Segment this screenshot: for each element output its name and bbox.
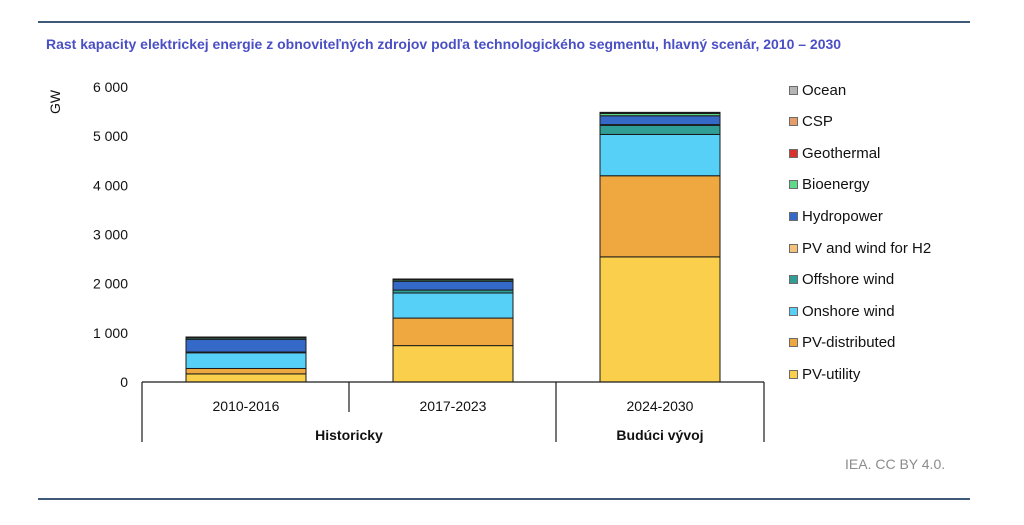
- legend-label: PV-distributed: [802, 334, 896, 352]
- source-credit: IEA. CC BY 4.0.: [845, 456, 946, 472]
- legend-swatch: [789, 148, 798, 158]
- legend-item: CSP: [789, 112, 833, 132]
- legend-label: PV-utility: [802, 365, 861, 383]
- legend-item: Hydropower: [789, 206, 883, 226]
- y-tick-label: 6 000: [93, 79, 128, 95]
- bar-segment: [392, 317, 514, 347]
- legend-swatch: [789, 243, 798, 253]
- legend-item: Bioenergy: [789, 175, 870, 195]
- y-tick-label: 0: [120, 374, 128, 390]
- bar-segment: [599, 133, 721, 177]
- bar-segment: [599, 256, 721, 383]
- legend-swatch: [789, 369, 798, 379]
- y-axis-label: GW: [47, 89, 63, 114]
- legend-swatch: [789, 211, 798, 221]
- bar-segment: [185, 373, 307, 383]
- legend-label: Bioenergy: [802, 176, 870, 194]
- y-tick-label: 4 000: [93, 177, 128, 193]
- bar-segment: [185, 367, 307, 375]
- legend-label: PV and wind for H2: [802, 239, 932, 257]
- chart-title: Rast kapacity elektrickej energie z obno…: [46, 36, 842, 52]
- bottom-rule: [38, 498, 970, 500]
- y-tick-label: 5 000: [93, 128, 128, 144]
- legend-label: Geothermal: [802, 144, 881, 162]
- y-tick-label: 1 000: [93, 325, 128, 341]
- legend-item: PV-utility: [789, 364, 860, 384]
- x-group-label: Historicky: [315, 427, 383, 443]
- bar-segment: [392, 278, 514, 281]
- bar-segment: [185, 352, 307, 369]
- x-tick-label: 2017-2023: [420, 398, 487, 414]
- y-tick-label: 3 000: [93, 227, 128, 243]
- bar-segment: [392, 280, 514, 291]
- legend-item: Geothermal: [789, 143, 880, 163]
- bar-segment: [599, 124, 721, 135]
- bar-segment: [599, 111, 721, 114]
- y-tick-label: 2 000: [93, 276, 128, 292]
- x-tick-label: 2024-2030: [627, 398, 694, 414]
- legend-item: Offshore wind: [789, 270, 894, 290]
- legend-swatch: [789, 85, 798, 95]
- top-rule: [38, 21, 970, 23]
- bar-segment: [185, 338, 307, 353]
- bar-segment: [392, 345, 514, 383]
- bar-segment: [185, 336, 307, 339]
- legend-swatch: [789, 338, 798, 348]
- legend-item: PV and wind for H2: [789, 238, 931, 258]
- legend-swatch: [789, 117, 798, 127]
- legend-item: Onshore wind: [789, 301, 895, 321]
- legend-label: Onshore wind: [802, 302, 895, 320]
- legend-swatch: [789, 275, 798, 285]
- legend-item: Ocean: [789, 80, 846, 100]
- legend-label: Ocean: [802, 81, 847, 99]
- legend-swatch: [789, 180, 798, 190]
- legend-label: Hydropower: [802, 207, 883, 225]
- legend-swatch: [789, 306, 798, 316]
- legend-label: CSP: [802, 113, 833, 131]
- x-tick-label: 2010-2016: [213, 398, 280, 414]
- bar-segment: [599, 115, 721, 126]
- legend-label: Offshore wind: [802, 271, 895, 289]
- x-group-label: Budúci vývoj: [616, 427, 703, 443]
- legend-item: PV-distributed: [789, 333, 895, 353]
- bar-segment: [599, 175, 721, 258]
- bar-segment: [392, 292, 514, 319]
